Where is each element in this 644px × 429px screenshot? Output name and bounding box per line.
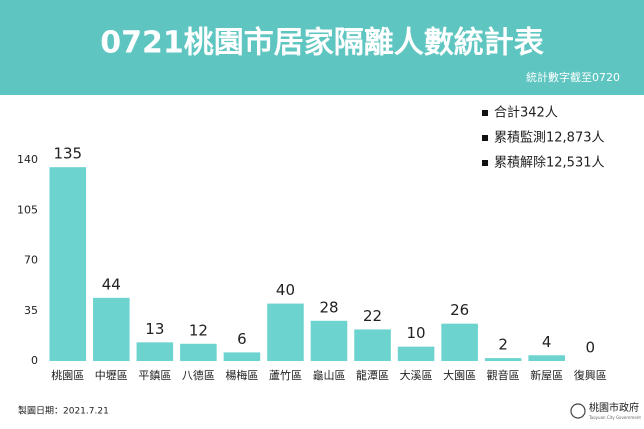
value-label: 40 — [276, 281, 295, 299]
note: 合計342人 — [494, 105, 558, 121]
value-label: 28 — [319, 298, 338, 316]
value-label: 2 — [498, 336, 508, 354]
x-tick-label: 中壢區 — [95, 368, 128, 382]
value-label: 12 — [189, 321, 208, 339]
value-label: 22 — [363, 307, 382, 325]
x-tick-label: 平鎮區 — [138, 368, 171, 382]
note: 累積解除12,531人 — [494, 156, 605, 171]
logo-icon — [570, 403, 586, 419]
x-tick-label: 新屋區 — [530, 368, 563, 382]
bar — [93, 297, 130, 361]
bar — [354, 329, 391, 361]
x-tick-label: 大園區 — [443, 368, 476, 382]
logo-sub: Taoyuan City Government — [588, 415, 641, 420]
x-tick-label: 觀音區 — [487, 368, 520, 382]
x-tick-label: 桃園區 — [51, 368, 84, 382]
y-tick-label: 140 — [17, 153, 38, 166]
y-tick-label: 0 — [31, 354, 38, 367]
x-tick-label: 大溪區 — [400, 368, 433, 382]
bar — [180, 343, 217, 361]
y-tick-label: 35 — [24, 304, 38, 317]
banner — [0, 0, 644, 95]
value-label: 26 — [450, 301, 469, 319]
value-label: 6 — [237, 330, 247, 348]
logo: 桃園市政府 — [589, 401, 639, 414]
value-label: 10 — [407, 324, 426, 342]
y-tick-label: 70 — [24, 254, 38, 267]
bar — [484, 358, 522, 361]
value-label: 13 — [145, 320, 164, 338]
value-label: 44 — [102, 275, 121, 293]
chart-title: 0721桃園市居家隔離人數統計表 — [100, 26, 544, 61]
footer: 製圖日期：2021.7.21 — [18, 405, 109, 417]
bar — [397, 346, 435, 361]
x-tick-label: 楊梅區 — [225, 368, 258, 382]
chart-subtitle: 統計數字截至0720 — [526, 70, 620, 84]
note-bullet — [482, 160, 488, 166]
note-bullet — [482, 110, 488, 116]
bar — [528, 355, 565, 361]
value-label: 135 — [53, 145, 82, 163]
x-tick-label: 龜山區 — [313, 369, 346, 382]
value-label: 0 — [585, 339, 595, 357]
bar — [267, 303, 304, 361]
x-tick-label: 蘆竹區 — [269, 368, 302, 382]
note-bullet — [482, 135, 488, 141]
bar — [136, 342, 174, 361]
value-label: 4 — [542, 333, 552, 351]
bar — [223, 352, 261, 361]
bar — [49, 167, 87, 361]
x-tick-label: 龍潭區 — [356, 368, 389, 382]
bar — [310, 320, 348, 361]
x-tick-label: 八德區 — [182, 368, 215, 382]
x-tick-label: 復興區 — [574, 369, 607, 382]
bar — [441, 323, 478, 361]
note: 累積監測12,873人 — [494, 130, 605, 146]
y-tick-label: 105 — [17, 203, 38, 216]
